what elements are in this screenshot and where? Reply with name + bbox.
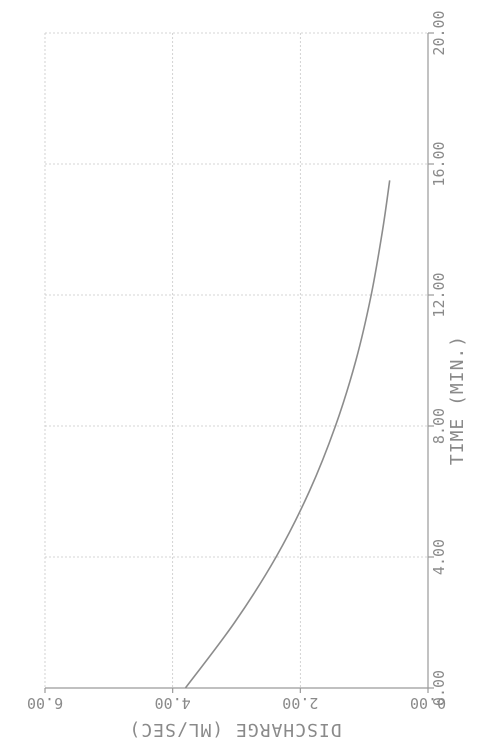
x-axis-label: TIME (MIN.) bbox=[447, 335, 468, 465]
x-tick-label: 12.00 bbox=[430, 272, 448, 317]
y-tick-label: 4.00 bbox=[155, 694, 191, 712]
x-tick-label: 16.00 bbox=[430, 141, 448, 186]
x-tick-label: 4.00 bbox=[430, 539, 448, 575]
discharge-curve bbox=[184, 180, 391, 689]
grid-lines bbox=[44, 32, 429, 689]
y-axis-label: DISCHARGE (ML/SEC) bbox=[128, 719, 341, 740]
x-tick-label: 0.00 bbox=[430, 670, 448, 706]
data-series bbox=[184, 180, 391, 689]
y-tick-label: 2.00 bbox=[282, 694, 318, 712]
y-tick-label: 6.00 bbox=[27, 694, 63, 712]
x-tick-label: 20.00 bbox=[430, 10, 448, 55]
tick-labels: 0.00 4.00 8.00 12.00 16.00 20.00 0.00 2.00 4.00 6… bbox=[27, 10, 448, 712]
x-tick-label: 8.00 bbox=[430, 408, 448, 444]
y-tick-label: 0.00 bbox=[410, 694, 446, 712]
axes bbox=[44, 32, 434, 693]
